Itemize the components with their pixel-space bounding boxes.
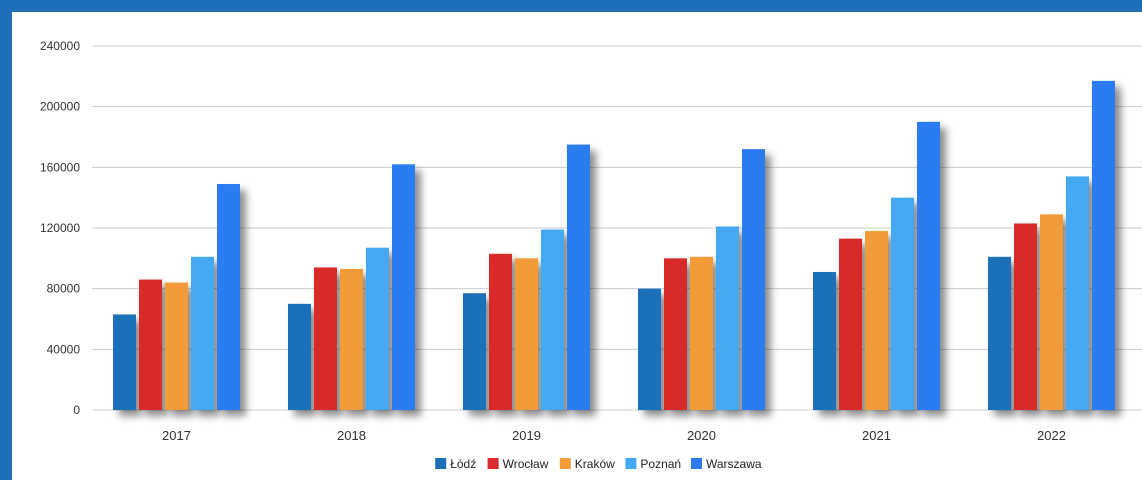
bar (217, 184, 240, 410)
x-tick-label: 2018 (337, 428, 366, 443)
bar (288, 303, 311, 410)
x-tick-label: 2020 (687, 428, 716, 443)
bar (314, 267, 337, 410)
bar (340, 268, 363, 410)
bar (139, 279, 162, 410)
y-tick-label: 80000 (47, 282, 81, 296)
bar (515, 258, 538, 410)
bar (839, 238, 862, 410)
bar (638, 288, 661, 410)
bar (988, 256, 1011, 410)
legend-swatch (487, 458, 499, 469)
bar (690, 256, 713, 410)
bar (865, 231, 888, 410)
bar (113, 314, 136, 410)
legend-label: Kraków (575, 457, 615, 471)
bars (113, 80, 1115, 411)
y-tick-label: 120000 (40, 221, 80, 235)
bar (1092, 80, 1115, 410)
legend: Łódź Wrocław Kraków Poznań Warszawa (435, 457, 762, 471)
bar (392, 164, 415, 410)
bar (541, 229, 564, 410)
bar (1040, 214, 1063, 410)
legend-swatch (435, 458, 447, 469)
bar (917, 121, 940, 410)
x-tick-label: 2022 (1037, 428, 1066, 443)
x-tick-label: 2019 (512, 428, 541, 443)
bar (742, 149, 765, 410)
legend-swatch (625, 458, 637, 469)
y-tick-label: 40000 (47, 342, 81, 356)
bar (1014, 223, 1037, 410)
bar (463, 293, 486, 410)
x-tick-label: 2021 (862, 428, 891, 443)
legend-label: Warszawa (706, 457, 762, 471)
bar (664, 258, 687, 410)
y-tick-label: 160000 (40, 160, 80, 174)
bar (567, 144, 590, 411)
bar (165, 282, 188, 410)
bar (716, 226, 739, 410)
bar (891, 197, 914, 410)
y-axis-labels: 0 40000 80000 120000 160000 200000 240000 (40, 39, 80, 417)
bar (1066, 176, 1089, 410)
y-tick-label: 0 (73, 403, 80, 417)
bar (813, 271, 836, 410)
legend-swatch (559, 458, 571, 469)
y-tick-label: 240000 (40, 39, 80, 53)
legend-label: Poznań (640, 457, 681, 471)
bar (366, 247, 389, 410)
y-tick-label: 200000 (40, 100, 80, 114)
legend-label: Wrocław (503, 457, 549, 471)
legend-label: Łódź (450, 457, 476, 471)
legend-swatch (691, 458, 702, 469)
gridlines (92, 45, 1142, 411)
x-tick-label: 2017 (162, 428, 191, 443)
bar (191, 256, 214, 410)
x-axis-labels: 2017 2018 2019 2020 2021 2022 (162, 428, 1066, 443)
bar (489, 253, 512, 410)
